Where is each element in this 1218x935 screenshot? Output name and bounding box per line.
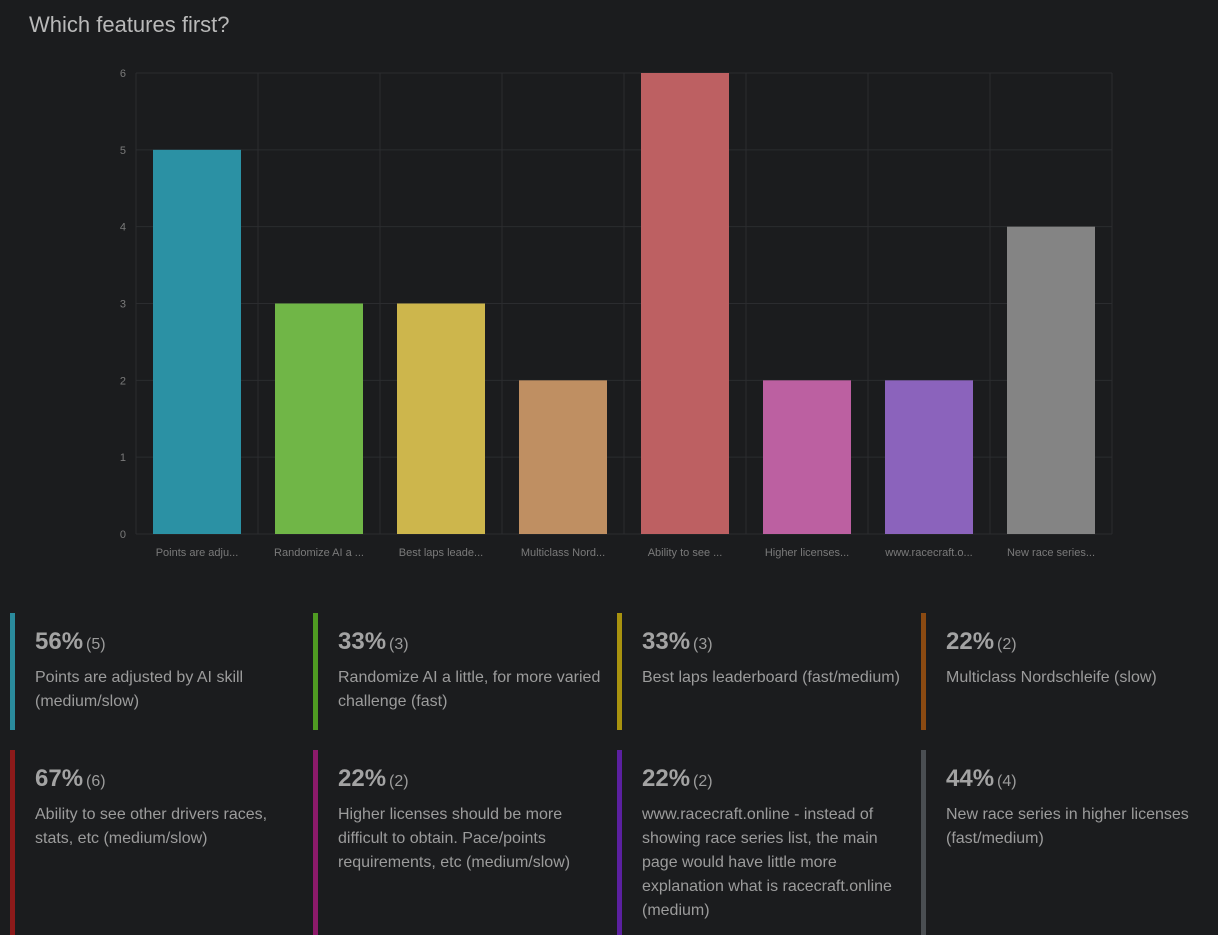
- stat-percent: 44%: [946, 765, 995, 792]
- stat-line: 22% (2): [642, 764, 907, 797]
- stat-percent: 33%: [338, 628, 387, 655]
- bar-chart: 0 1 2 3 4 5 6 Points are adju... Randomize AI a …: [120, 68, 1113, 559]
- stat-count: (3): [389, 636, 409, 653]
- stat-card: 56% (5) Points are adjusted by AI skill (m…: [10, 613, 300, 730]
- stat-label: Ability to see other drivers races, stat…: [35, 806, 268, 847]
- stat-card: 22% (2) Multiclass Nordschleife (slow): [921, 613, 1211, 730]
- stat-line: 56% (5): [35, 627, 300, 660]
- stat-label: Best laps leaderboard (fast/medium): [642, 669, 900, 686]
- stat-line: 22% (2): [946, 627, 1211, 660]
- stat-percent: 67%: [35, 765, 84, 792]
- stat-count: (5): [86, 636, 106, 653]
- stat-line: 33% (3): [338, 627, 603, 660]
- stat-card: 33% (3) Best laps leaderboard (fast/medium…: [617, 613, 907, 730]
- chart-title: Which features first?: [29, 12, 230, 37]
- x-tick-label: New race series...: [1007, 547, 1095, 559]
- y-tick-label: 2: [120, 375, 126, 387]
- stat-label: Randomize AI a little, for more varied c…: [338, 669, 601, 710]
- stat-count: (2): [389, 773, 409, 790]
- stat-card: 44% (4) New race series in higher licenses…: [921, 750, 1211, 935]
- bar: [397, 303, 485, 534]
- stat-count: (2): [693, 773, 713, 790]
- stat-count: (4): [997, 773, 1017, 790]
- stat-line: 22% (2): [338, 764, 603, 797]
- stat-label: Points are adjusted by AI skill (medium/…: [35, 669, 244, 710]
- x-tick-label: Ability to see ...: [648, 547, 723, 559]
- y-tick-label: 6: [120, 68, 126, 80]
- stat-percent: 33%: [642, 628, 691, 655]
- bar: [275, 303, 363, 534]
- bar: [153, 149, 241, 535]
- stat-percent: 22%: [338, 765, 387, 792]
- stat-line: 67% (6): [35, 764, 300, 797]
- x-tick-label: Randomize AI a ...: [274, 547, 364, 559]
- bar: [885, 380, 973, 534]
- x-tick-label: www.racecraft.o...: [884, 547, 972, 559]
- stat-line: 33% (3): [642, 627, 907, 660]
- x-tick-label: Best laps leade...: [399, 547, 483, 559]
- stat-count: (6): [86, 773, 106, 790]
- stat-count: (3): [693, 636, 713, 653]
- bar: [641, 73, 729, 534]
- stat-label: Multiclass Nordschleife (slow): [946, 669, 1157, 686]
- y-tick-label: 3: [120, 299, 126, 311]
- x-tick-label: Higher licenses...: [765, 547, 849, 559]
- y-tick-label: 5: [120, 145, 126, 157]
- stat-percent: 22%: [642, 765, 691, 792]
- stat-count: (2): [997, 636, 1017, 653]
- stat-label: New race series in higher licenses (fast…: [946, 806, 1189, 847]
- y-tick-label: 0: [120, 529, 126, 541]
- stat-card: 67% (6) Ability to see other drivers races…: [10, 750, 300, 935]
- stat-card: 22% (2) Higher licenses should be more dif…: [313, 750, 603, 935]
- bar: [519, 380, 607, 534]
- y-tick-label: 4: [120, 222, 126, 234]
- stat-line: 44% (4): [946, 764, 1211, 797]
- stat-percent: 22%: [946, 628, 995, 655]
- bar: [763, 380, 851, 534]
- x-tick-label: Multiclass Nord...: [521, 547, 605, 559]
- stat-card: 22% (2) www.racecraft.online - instead of …: [617, 750, 907, 935]
- stat-label: Higher licenses should be more difficult…: [338, 806, 571, 871]
- x-tick-label: Points are adju...: [156, 547, 239, 559]
- stat-percent: 56%: [35, 628, 84, 655]
- y-tick-label: 1: [120, 452, 126, 464]
- stat-label: www.racecraft.online - instead of showin…: [642, 806, 892, 919]
- bar: [1007, 226, 1095, 534]
- stat-card: 33% (3) Randomize AI a little, for more va…: [313, 613, 603, 730]
